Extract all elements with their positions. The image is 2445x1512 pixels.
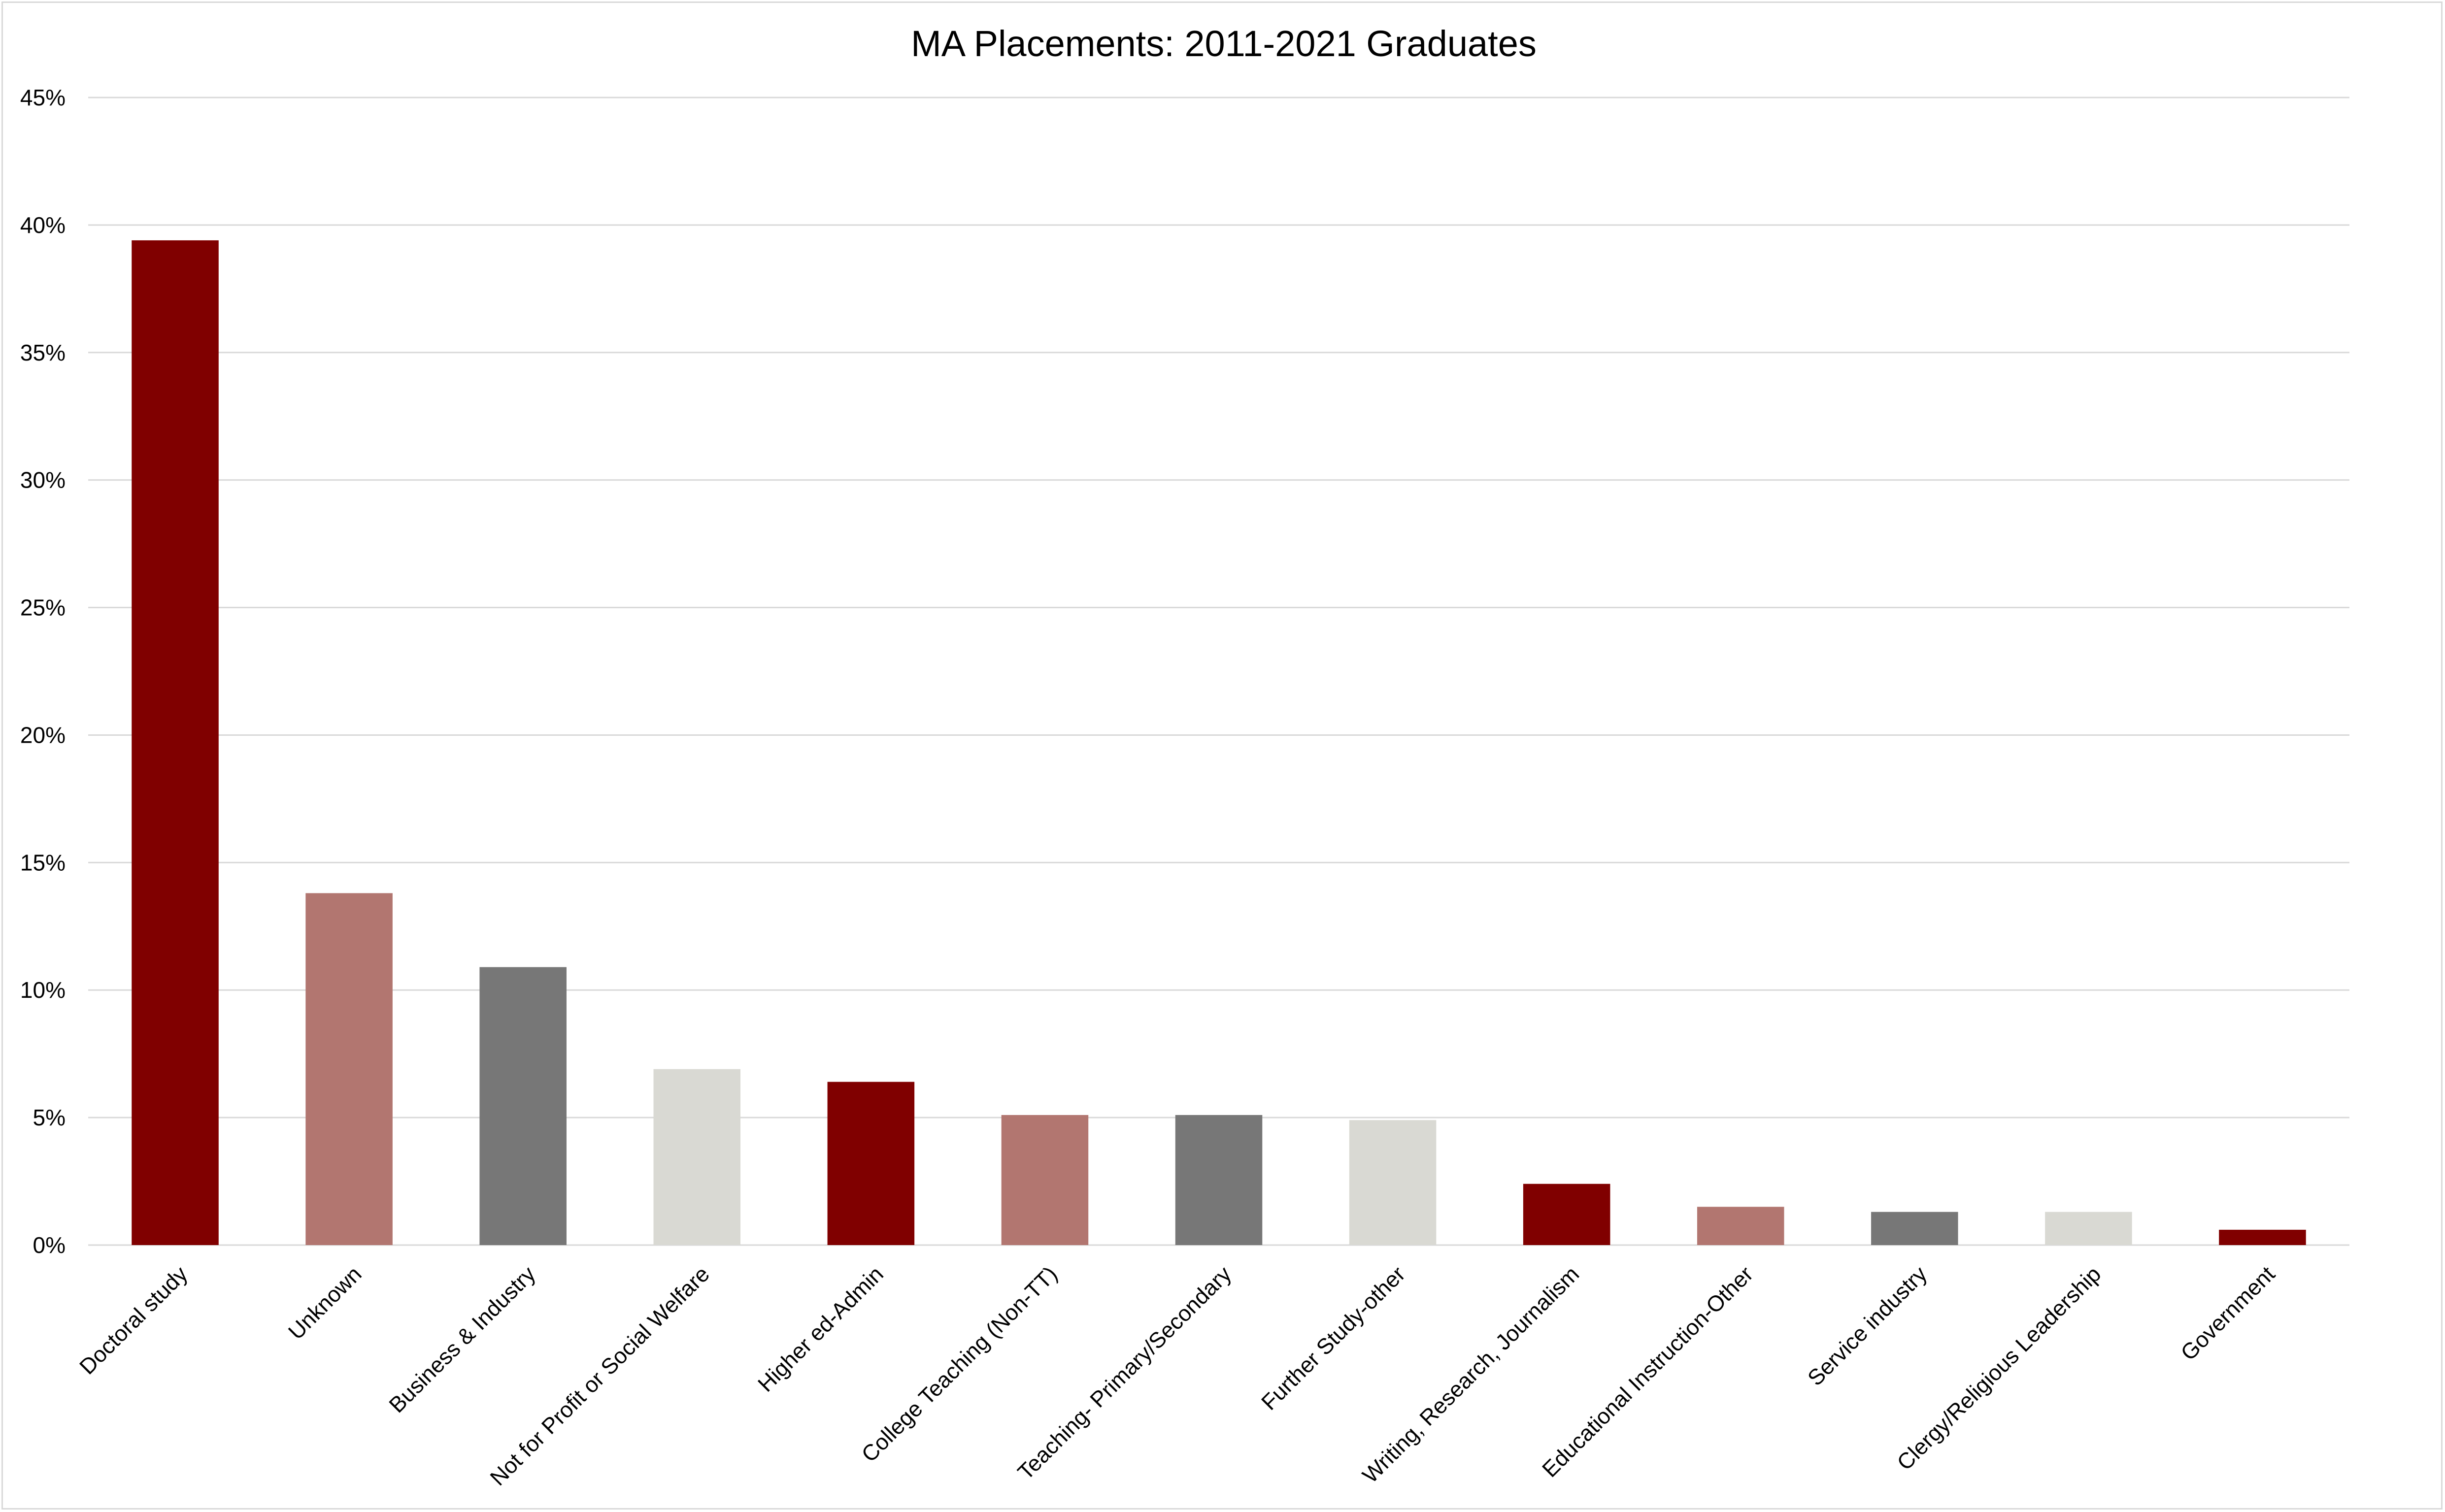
x-category-label: Higher ed-Admin: [753, 1261, 888, 1397]
x-category-label: College Teaching (Non-TT): [857, 1261, 1062, 1467]
x-category-label: Service industry: [1803, 1261, 1932, 1391]
y-tick-label: 0%: [33, 1232, 66, 1258]
y-axis-tick-labels: 0% 5% 10% 15% 20% 25% 30% 35% 40% 45%: [20, 85, 66, 1258]
bar: [2045, 1212, 2132, 1245]
bar: [305, 893, 393, 1245]
x-category-label: Clergy/Religious Leadership: [1892, 1261, 2106, 1475]
y-tick-label: 15%: [20, 850, 66, 875]
bars: [132, 240, 2306, 1245]
x-category-label: Business & Industry: [384, 1261, 540, 1418]
chart-title: MA Placements: 2011-2021 Graduates: [911, 23, 1537, 64]
gridlines: [88, 97, 2349, 1246]
bar: [1175, 1115, 1263, 1245]
y-tick-label: 20%: [20, 722, 66, 748]
bar: [1697, 1207, 1784, 1245]
y-tick-label: 25%: [20, 595, 66, 621]
bar: [1523, 1183, 1610, 1245]
x-category-label: Government: [2176, 1261, 2280, 1366]
y-tick-label: 45%: [20, 85, 66, 110]
y-tick-label: 10%: [20, 977, 66, 1003]
x-category-label: Educational Instruction-Other: [1537, 1261, 1758, 1482]
chart-svg: MA Placements: 2011-2021 Graduates 0% 5% 1…: [20, 23, 2349, 1491]
x-axis-category-labels: Doctoral study Unknown Business & Industry…: [74, 1261, 2280, 1491]
y-tick-label: 30%: [20, 467, 66, 493]
bar: [132, 240, 219, 1245]
bar: [827, 1082, 915, 1245]
x-category-label: Doctoral study: [74, 1261, 193, 1380]
y-tick-label: 5%: [33, 1105, 66, 1130]
y-tick-label: 35%: [20, 340, 66, 365]
bar: [479, 967, 567, 1245]
bar: [1001, 1115, 1089, 1245]
y-tick-label: 40%: [20, 212, 66, 238]
x-category-label: Unknown: [283, 1261, 367, 1345]
x-category-label: Further Study-other: [1256, 1261, 1410, 1415]
bar: [1349, 1120, 1437, 1245]
bar: [1871, 1212, 1958, 1245]
bar: [653, 1069, 741, 1245]
bar: [2219, 1229, 2306, 1245]
